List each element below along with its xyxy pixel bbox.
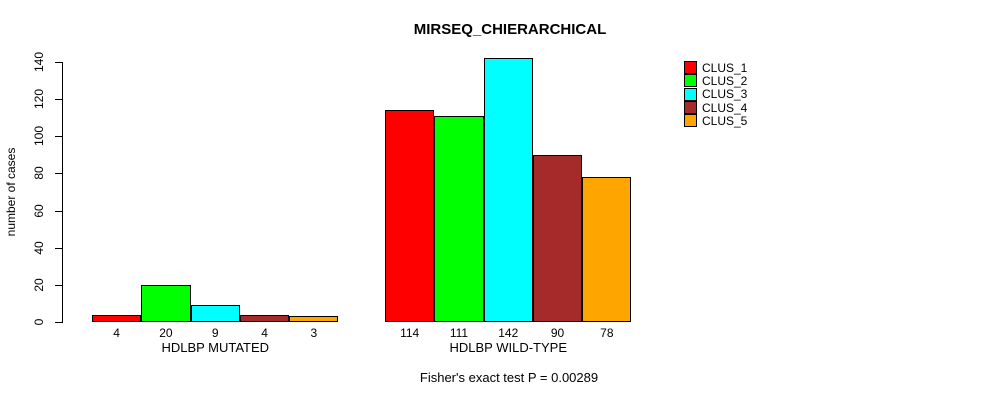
legend: CLUS_1 CLUS_2 CLUS_3 CLUS_4 CLUS_5 bbox=[684, 60, 748, 128]
bar-clus_1-wild-type bbox=[385, 110, 435, 322]
bar-value-label: 111 bbox=[449, 326, 469, 340]
y-tick-label: 40 bbox=[32, 241, 46, 255]
bar-value-label: 114 bbox=[400, 326, 420, 340]
legend-swatch-icon bbox=[684, 87, 697, 101]
y-tick-mark bbox=[55, 99, 62, 101]
legend-row-clus_2: CLUS_2 bbox=[684, 73, 748, 88]
legend-label: CLUS_5 bbox=[702, 113, 748, 128]
y-tick-label: 100 bbox=[32, 126, 46, 147]
bar-value-label: 9 bbox=[211, 326, 219, 340]
bar-value-label: 20 bbox=[159, 326, 173, 340]
bar-value-label: 4 bbox=[113, 326, 120, 340]
y-tick-mark bbox=[55, 173, 62, 175]
bar-clus_5-mutated bbox=[289, 316, 339, 322]
legend-label: CLUS_1 bbox=[702, 60, 748, 75]
y-tick-label: 0 bbox=[32, 318, 46, 326]
bar-clus_3-wild-type bbox=[483, 58, 533, 322]
bar-clus_4-wild-type bbox=[532, 154, 583, 322]
legend-row-clus_1: CLUS_1 bbox=[684, 60, 748, 75]
bar-value-label: 142 bbox=[498, 326, 519, 340]
x-group-label: HDLBP WILD-TYPE bbox=[449, 340, 568, 355]
y-tick-mark bbox=[55, 62, 62, 63]
bar-clus_3-mutated bbox=[190, 305, 240, 322]
y-tick-mark bbox=[55, 322, 62, 323]
bar-value-label: 78 bbox=[600, 326, 614, 340]
legend-label: CLUS_2 bbox=[702, 73, 748, 88]
x-group-label: HDLBP MUTATED bbox=[161, 340, 270, 355]
bar-clus_4-mutated bbox=[239, 314, 290, 322]
bar-clus_2-mutated bbox=[141, 284, 191, 322]
bar-value-label: 4 bbox=[261, 326, 268, 340]
legend-row-clus_5: CLUS_5 bbox=[684, 113, 748, 128]
y-tick-label: 80 bbox=[32, 166, 46, 181]
bar-clus_2-wild-type bbox=[434, 115, 484, 322]
legend-label: CLUS_4 bbox=[702, 100, 748, 115]
bar-clus_1-mutated bbox=[92, 314, 142, 322]
bar-clus_5-wild-type bbox=[582, 177, 632, 322]
y-tick-mark bbox=[55, 210, 62, 212]
legend-row-clus_4: CLUS_4 bbox=[684, 100, 748, 115]
legend-swatch-icon bbox=[684, 101, 697, 115]
y-tick-label: 120 bbox=[32, 89, 46, 110]
y-tick-label: 60 bbox=[32, 203, 46, 218]
bar-value-label: 3 bbox=[310, 326, 318, 340]
legend-label: CLUS_3 bbox=[702, 87, 748, 102]
fisher-test-annotation: Fisher's exact test P = 0.00289 bbox=[419, 370, 599, 385]
legend-swatch-icon bbox=[684, 61, 697, 75]
y-tick-mark bbox=[55, 136, 62, 138]
y-tick-label: 140 bbox=[32, 51, 46, 73]
y-tick-mark bbox=[55, 247, 62, 249]
y-tick-label: 20 bbox=[32, 278, 46, 292]
y-axis-title: number of cases bbox=[4, 147, 18, 237]
legend-row-clus_3: CLUS_3 bbox=[684, 87, 748, 102]
legend-swatch-icon bbox=[684, 114, 697, 128]
y-axis-line bbox=[62, 62, 63, 323]
legend-swatch-icon bbox=[684, 74, 697, 88]
bar-value-label: 90 bbox=[550, 326, 565, 340]
chart-title: MIRSEQ_CHIERARCHICAL bbox=[413, 21, 607, 38]
y-tick-mark bbox=[55, 284, 62, 286]
